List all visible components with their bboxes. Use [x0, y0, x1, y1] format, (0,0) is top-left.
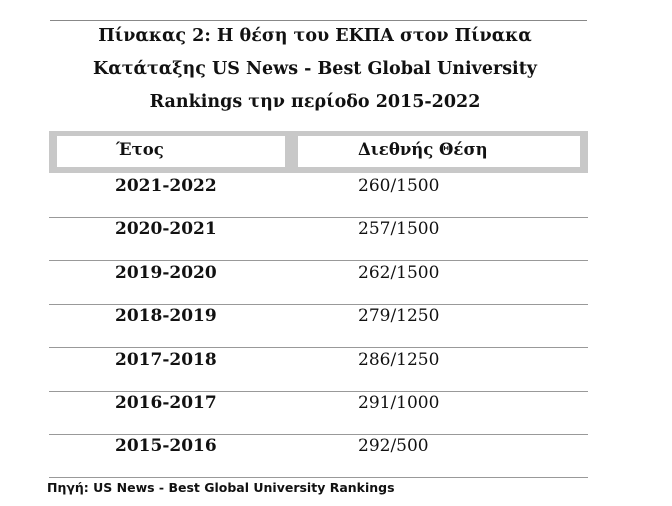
year-cell: 2016-2017 — [115, 393, 217, 413]
rank-cell: 291/1000 — [358, 393, 440, 413]
table-row: 2018-2019 279/1250 — [49, 304, 588, 349]
header-text: Διεθνής Θέση — [358, 140, 488, 159]
year-cell: 2019-2020 — [115, 262, 217, 283]
year-cell: 2015-2016 — [115, 436, 217, 457]
rule — [50, 20, 587, 21]
table-row: 2020-2021 257/1500 — [49, 217, 588, 262]
year-cell: 2017-2018 — [115, 349, 217, 370]
table-row: 2017-2018 286/1250 — [49, 348, 588, 392]
rank-cell: 260/1500 — [358, 176, 440, 196]
header-cell: Διεθνής Θέση — [298, 136, 580, 167]
year-cell: 2020-2021 — [115, 219, 217, 240]
source-note: Πηγή: US News - Best Global University R… — [47, 480, 395, 495]
table-row: 2021-2022 260/1500 — [49, 174, 588, 218]
rank-cell: 292/500 — [358, 436, 429, 457]
rank-cell: 286/1250 — [358, 349, 440, 370]
year-cell: 2018-2019 — [115, 306, 217, 327]
table-row: 2019-2020 262/1500 — [49, 261, 588, 305]
rank-cell: 262/1500 — [358, 262, 440, 283]
header-cell: Έτος — [57, 136, 285, 167]
table-header: Έτος Διεθνής Θέση — [49, 131, 588, 173]
table-title: Πίνακας 2: Η θέση του ΕΚΠΑ στον Πίνακα Κ… — [93, 26, 537, 112]
year-cell: 2021-2022 — [115, 176, 217, 196]
table-row: 2015-2016 292/500 — [49, 434, 588, 479]
rank-cell: 257/1500 — [358, 219, 440, 240]
table-row: 2016-2017 291/1000 — [49, 391, 588, 435]
rank-cell: 279/1250 — [358, 306, 440, 327]
header-text: Έτος — [116, 140, 164, 159]
